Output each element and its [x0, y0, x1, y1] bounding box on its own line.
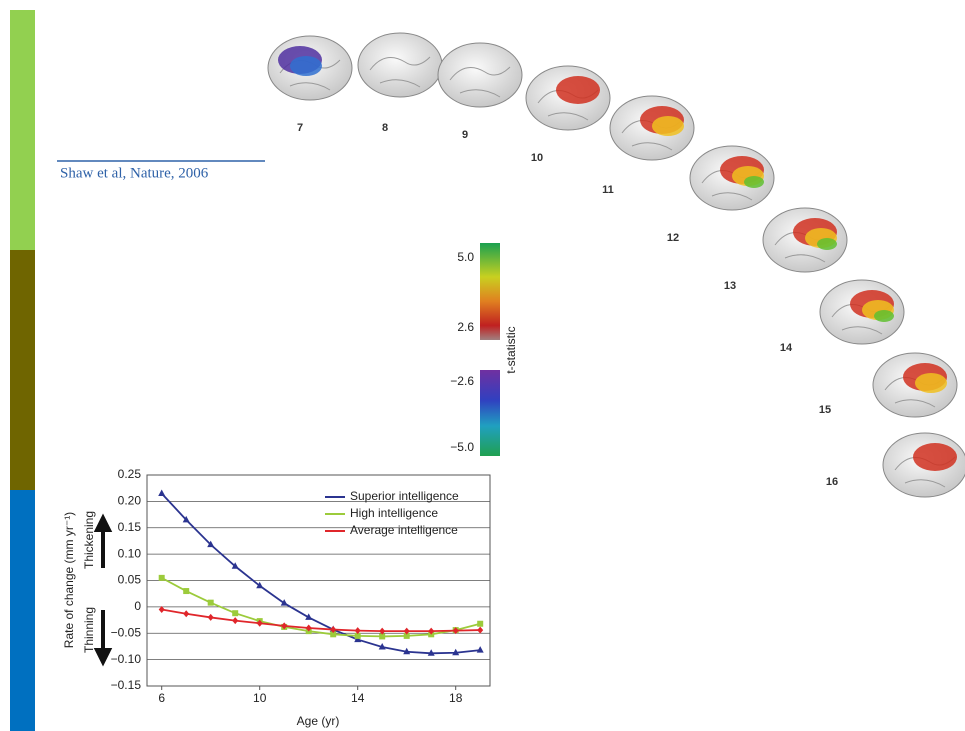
marker — [183, 610, 190, 618]
marker — [330, 631, 337, 638]
accent-bar — [10, 10, 35, 250]
colorbar-tick: 2.6 — [457, 320, 474, 334]
x-tick-label: 14 — [351, 691, 365, 705]
marker — [207, 599, 214, 606]
marker — [158, 574, 165, 581]
brain-age-label: 12 — [667, 232, 679, 244]
y-tick-label: −0.05 — [111, 625, 142, 639]
brain-age-label: 15 — [819, 404, 831, 416]
plot-frame — [146, 474, 491, 687]
marker — [477, 620, 484, 627]
brain-activation — [817, 238, 837, 250]
marker — [232, 610, 239, 617]
brain-age-label: 8 — [382, 122, 388, 134]
y-tick-label: 0.20 — [118, 494, 142, 508]
brain-series: 7 8 9 10 11 12 13 14 15 16 — [267, 32, 965, 498]
y-tick-label: 0.25 — [118, 467, 142, 481]
marker — [330, 626, 337, 634]
marker — [428, 627, 435, 635]
brain-age-label: 11 — [602, 184, 614, 196]
brain-activation — [913, 443, 957, 471]
marker — [231, 562, 239, 569]
colorbar-negative — [480, 370, 500, 456]
accent-bar — [10, 490, 35, 731]
marker — [207, 613, 214, 621]
marker — [403, 647, 411, 655]
series-line — [161, 608, 481, 633]
y-tick-label: 0.15 — [118, 520, 142, 534]
x-axis-label: Age (yr) — [297, 714, 340, 728]
arrow-down — [93, 610, 113, 667]
legend-label: Average intelligence — [350, 523, 458, 537]
brain-fold — [369, 56, 431, 88]
marker — [256, 619, 263, 627]
marker — [378, 642, 386, 650]
brain-age-label: 10 — [531, 152, 543, 164]
accent-bar — [10, 250, 35, 490]
y-axis-label: Rate of change (mm yr⁻¹) — [62, 512, 76, 648]
plot: −0.15 −0.10 −0.05 0 0.05 0.10 0.15 0.20 0.25 6 10 1… — [111, 467, 491, 705]
marker — [354, 627, 361, 635]
brain-activation — [874, 310, 894, 322]
marker — [183, 588, 190, 595]
annotation: Thinning — [82, 607, 96, 653]
marker — [354, 632, 361, 639]
marker — [452, 648, 460, 656]
marker — [232, 617, 239, 625]
marker — [379, 627, 386, 635]
marker — [280, 599, 288, 606]
y-tick-label: 0.05 — [118, 573, 142, 587]
citation: Shaw et al, Nature, 2006 — [60, 165, 209, 181]
colorbar-tick: 5.0 — [457, 250, 474, 264]
marker — [403, 632, 410, 639]
y-tick-label: 0.10 — [118, 546, 142, 560]
marker — [182, 515, 190, 523]
brain-activation — [915, 373, 947, 393]
brain-activation — [744, 176, 764, 188]
marker — [305, 613, 313, 620]
marker — [281, 622, 288, 630]
y-tick-label: −0.10 — [111, 652, 142, 666]
marker — [476, 646, 484, 653]
brain-age-label: 16 — [826, 476, 838, 488]
marker — [379, 633, 386, 640]
marker — [207, 540, 215, 548]
marker — [452, 627, 459, 635]
y-tick-label: −0.15 — [111, 678, 142, 692]
marker — [256, 581, 264, 589]
legend-label: Superior intelligence — [350, 489, 459, 503]
y-tick-label: 0 — [134, 599, 141, 613]
brain-age-label: 7 — [297, 122, 303, 134]
marker — [305, 624, 312, 632]
brain-activation — [556, 76, 600, 104]
series-line — [161, 492, 481, 655]
x-tick-label: 18 — [449, 691, 463, 705]
brain — [437, 42, 523, 108]
brain-age-label: 14 — [780, 342, 793, 354]
annotation: Thickening — [82, 511, 96, 569]
marker — [403, 627, 410, 635]
brain — [357, 32, 443, 98]
colorbar-positive — [480, 243, 500, 340]
brain-fold — [449, 66, 511, 98]
colorbar-label: t-statistic — [504, 326, 518, 373]
brain-age-label: 9 — [462, 129, 468, 141]
marker — [427, 649, 435, 656]
brain-activation — [290, 56, 322, 76]
brain-age-label: 13 — [724, 280, 736, 292]
marker — [477, 626, 484, 634]
marker — [158, 606, 165, 614]
brain-activation — [652, 116, 684, 136]
marker — [158, 489, 166, 496]
legend-label: High intelligence — [350, 506, 438, 520]
series-line — [161, 577, 481, 638]
colorbar-tick: −5.0 — [450, 440, 474, 454]
colorbar-tick: −2.6 — [450, 374, 474, 388]
x-tick-label: 10 — [253, 691, 267, 705]
x-tick-label: 6 — [158, 691, 165, 705]
arrow-up — [93, 513, 113, 568]
